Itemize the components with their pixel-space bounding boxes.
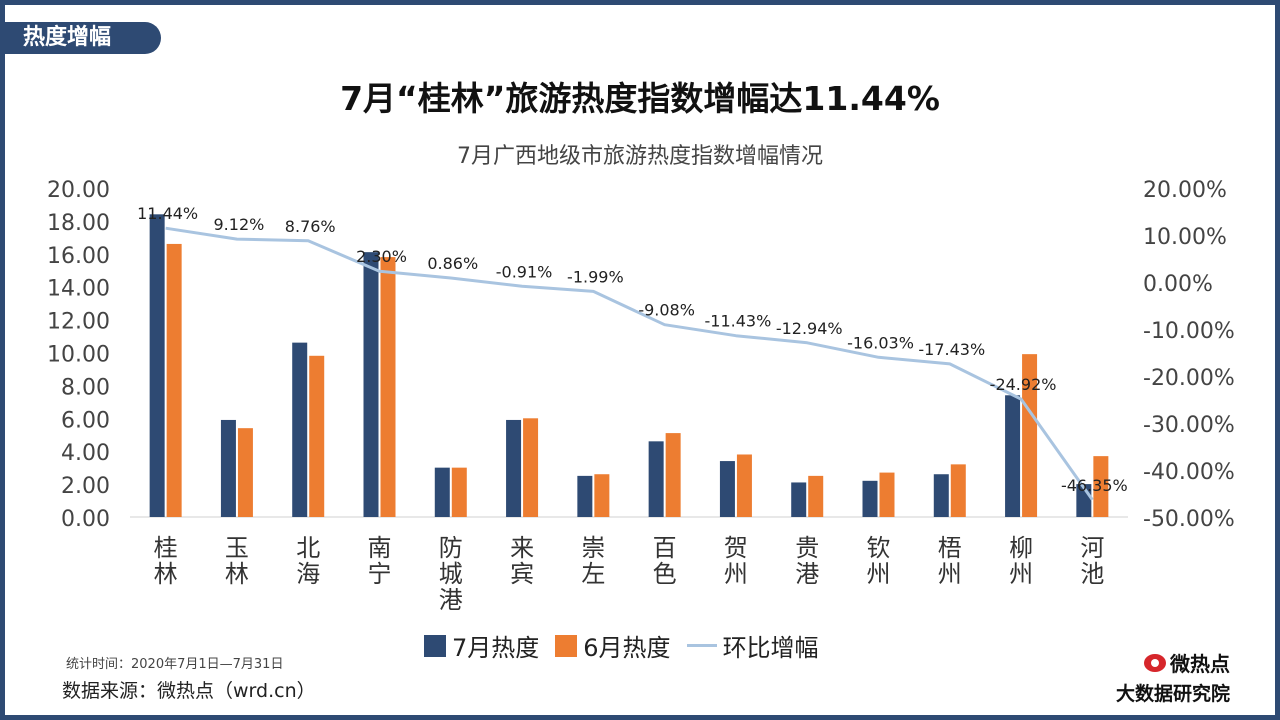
bar-july xyxy=(791,482,807,517)
data-label-growth: 9.12% xyxy=(214,215,265,234)
data-label-growth: 8.76% xyxy=(285,217,336,236)
y-left-tick-label: 20.00 xyxy=(47,178,110,203)
x-tick-label: 贺州 xyxy=(724,534,748,588)
y-right-tick-label: 10.00% xyxy=(1143,225,1227,250)
brand-name: 微热点 xyxy=(1170,652,1230,676)
bar-june xyxy=(1093,456,1109,517)
brand-institute: 大数据研究院 xyxy=(1115,683,1230,705)
x-tick-label: 南宁 xyxy=(368,534,392,588)
bar-june xyxy=(950,464,966,517)
data-label-growth: 2.30% xyxy=(356,247,407,266)
data-label-growth: -11.43% xyxy=(705,312,772,331)
legend-swatch-june xyxy=(555,634,578,657)
data-label-growth: 0.86% xyxy=(427,254,478,273)
bar-july xyxy=(149,214,165,517)
bar-june xyxy=(166,243,182,517)
data-label-growth: -12.94% xyxy=(776,319,843,338)
data-label-growth: -0.91% xyxy=(496,262,553,281)
chart-legend: 7月热度 6月热度 环比增幅 xyxy=(424,628,835,663)
x-tick-label: 北海 xyxy=(296,534,320,588)
y-left-tick-label: 6.00 xyxy=(61,408,110,433)
data-source: 数据来源：微热点（wrd.cn） xyxy=(62,680,316,702)
brand-logo: 微热点 大数据研究院 xyxy=(1116,648,1230,706)
eye-logo-icon xyxy=(1144,653,1166,672)
bar-june xyxy=(1022,354,1038,517)
data-label-growth: -1.99% xyxy=(567,267,624,286)
data-label-growth: -24.92% xyxy=(990,375,1057,394)
chart-title: 7月广西地级市旅游热度指数增幅情况 xyxy=(457,144,823,169)
legend-label-july: 7月热度 xyxy=(452,634,540,662)
y-right-tick-label: -10.00% xyxy=(1143,319,1235,344)
bar-july xyxy=(933,474,949,517)
page-title: 7月“桂林”旅游热度指数增幅达11.44% xyxy=(340,79,940,118)
y-left-tick-label: 16.00 xyxy=(47,244,110,269)
y-left-tick-label: 12.00 xyxy=(47,310,110,335)
bar-june xyxy=(879,472,895,517)
bar-june xyxy=(665,433,681,517)
series-line-growth xyxy=(165,226,1094,501)
data-label-growth: -46.35% xyxy=(1061,476,1128,495)
bar-june xyxy=(309,355,325,517)
bar-july xyxy=(577,475,593,517)
bar-july xyxy=(506,419,522,517)
y-right-tick-label: -40.00% xyxy=(1143,460,1235,485)
data-label-growth: -17.43% xyxy=(918,340,985,359)
x-tick-label: 贵港 xyxy=(795,534,819,588)
x-tick-label: 崇左 xyxy=(581,534,605,588)
bar-july xyxy=(363,252,379,517)
x-tick-label: 百色 xyxy=(653,534,677,588)
stat-time: 统计时间：2020年7月1日—7月31日 xyxy=(66,657,284,672)
legend-swatch-july xyxy=(424,634,446,657)
y-right-tick-label: 20.00% xyxy=(1143,178,1227,203)
data-label-growth: 11.44% xyxy=(137,204,198,223)
bar-june xyxy=(237,428,253,517)
y-right-tick-label: 0.00% xyxy=(1143,272,1213,297)
y-right-tick-label: -20.00% xyxy=(1143,366,1235,391)
bar-june xyxy=(808,475,824,517)
x-tick-label: 玉林 xyxy=(225,534,249,588)
x-tick-label: 柳州 xyxy=(1009,534,1033,588)
bar-june xyxy=(594,474,610,517)
data-label-growth: -9.08% xyxy=(638,301,695,320)
x-tick-label: 来宾 xyxy=(510,534,534,588)
y-left-tick-label: 18.00 xyxy=(47,211,110,236)
bar-july xyxy=(719,461,735,517)
x-tick-label: 河池 xyxy=(1080,534,1104,588)
bar-june xyxy=(380,257,396,517)
legend-item-growth: 环比增幅 xyxy=(686,628,819,663)
bar-june xyxy=(451,467,467,517)
legend-item-july: 7月热度 xyxy=(424,628,539,663)
y-left-tick-label: 14.00 xyxy=(47,277,110,302)
y-left-tick-label: 8.00 xyxy=(61,375,110,400)
bar-july xyxy=(220,419,236,517)
legend-swatch-growth xyxy=(686,644,717,647)
x-tick-label: 钦州 xyxy=(867,534,891,588)
y-left-tick-label: 4.00 xyxy=(61,441,110,466)
y-right-tick-label: -30.00% xyxy=(1143,413,1235,438)
section-tag: 热度增幅 xyxy=(5,22,161,54)
bar-july xyxy=(648,441,664,517)
legend-label-growth: 环比增幅 xyxy=(722,634,819,662)
legend-label-june: 6月热度 xyxy=(583,634,671,662)
x-tick-label: 梧州 xyxy=(938,534,962,588)
bar-july xyxy=(434,467,450,517)
bar-june xyxy=(736,454,752,517)
bar-june xyxy=(523,418,539,517)
x-tick-label: 桂林 xyxy=(154,534,178,588)
bar-july xyxy=(1005,395,1021,517)
y-left-tick-label: 10.00 xyxy=(47,343,110,368)
bar-july xyxy=(292,342,308,517)
y-left-tick-label: 2.00 xyxy=(61,474,110,499)
x-tick-label: 防城港 xyxy=(439,534,463,614)
bar-july xyxy=(862,480,878,517)
legend-item-june: 6月热度 xyxy=(555,628,671,663)
y-right-tick-label: -50.00% xyxy=(1143,507,1235,532)
y-left-tick-label: 0.00 xyxy=(61,507,110,532)
data-label-growth: -16.03% xyxy=(847,333,914,352)
